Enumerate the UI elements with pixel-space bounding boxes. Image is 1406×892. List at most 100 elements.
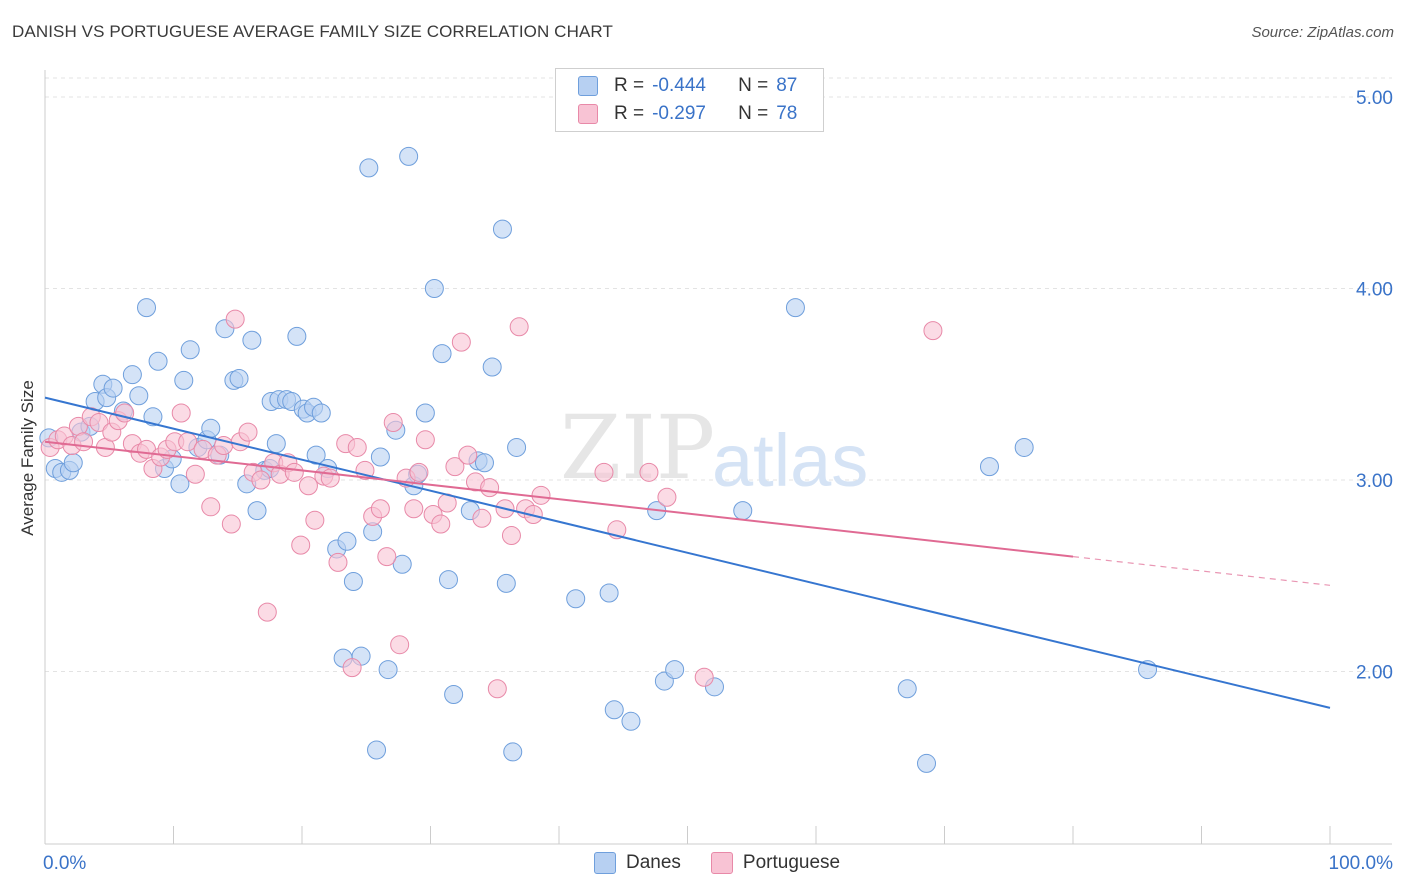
danes-point <box>399 146 419 166</box>
portuguese-point <box>238 422 258 442</box>
legend-item-portuguese: Portuguese <box>710 852 841 874</box>
portuguese-point <box>431 514 451 534</box>
portuguese-point <box>415 430 435 450</box>
danes-point <box>392 554 412 574</box>
legend-item-danes: Danes <box>594 852 681 874</box>
legend-row-danes: R = -0.444 N = 87 <box>578 72 797 100</box>
portuguese-points <box>40 309 943 699</box>
danes-point <box>785 298 805 318</box>
legend-r-label: R = <box>614 75 645 96</box>
danes-legend-label: Danes <box>626 852 681 873</box>
danes-point <box>242 330 262 350</box>
legend-r-label: R = <box>614 103 645 124</box>
portuguese-swatch <box>578 104 598 124</box>
portuguese-point <box>284 462 304 482</box>
portuguese-point <box>409 462 429 482</box>
portuguese-point <box>251 470 271 490</box>
danes-point <box>370 447 390 467</box>
legend-n-label: N = <box>738 75 769 96</box>
chart-title: DANISH VS PORTUGUESE AVERAGE FAMILY SIZE… <box>12 22 613 41</box>
portuguese-point <box>445 457 465 477</box>
danes-point <box>415 403 435 423</box>
legend-n-value: 78 <box>776 103 798 124</box>
portuguese-point <box>383 413 403 433</box>
y-tick-label: 2.00 <box>1356 663 1393 684</box>
portuguese-point <box>328 552 348 572</box>
legend-row-portuguese: R = -0.297 N = 78 <box>578 100 797 128</box>
portuguese-point <box>480 478 500 498</box>
legend-r-value: -0.297 <box>652 103 706 124</box>
watermark-zip: ZIP <box>560 396 715 499</box>
trend-lines <box>44 396 1331 709</box>
portuguese-point <box>370 499 390 519</box>
portuguese-legend-label: Portuguese <box>742 852 841 873</box>
portuguese-point <box>472 508 492 528</box>
danes-point <box>444 684 464 704</box>
portuguese-point <box>201 497 221 517</box>
danes-point <box>492 219 512 239</box>
portuguese-point <box>487 679 507 699</box>
legend-n-label: N = <box>738 103 769 124</box>
axes <box>44 70 1392 845</box>
portuguese-point <box>509 317 529 337</box>
danes-point <box>122 365 142 385</box>
legend-r-value: -0.444 <box>652 75 706 96</box>
source-label: Source: ZipAtlas.com <box>1251 24 1394 41</box>
portuguese-point <box>594 462 614 482</box>
danes-point <box>503 742 523 762</box>
series-legend: Danes Portuguese <box>594 852 870 874</box>
danes-point <box>201 418 221 438</box>
portuguese-point <box>342 658 362 678</box>
y-axis-label: Average Family Size <box>18 380 37 536</box>
x-tick-label: 100.0% <box>1329 853 1394 874</box>
portuguese-point <box>694 667 714 687</box>
danes-point <box>311 403 331 423</box>
danes-point <box>143 407 163 427</box>
danes-point <box>474 453 494 473</box>
portuguese-point <box>404 499 424 519</box>
portuguese-trend-extension <box>1072 556 1331 586</box>
danes-point <box>438 570 458 590</box>
danes-point <box>917 753 937 773</box>
danes-point <box>733 501 753 521</box>
danes-point <box>604 700 624 720</box>
danes-point <box>482 357 502 377</box>
danes-point <box>170 474 190 494</box>
danes-point <box>1014 437 1034 457</box>
portuguese-point <box>377 547 397 567</box>
portuguese-point <box>639 462 659 482</box>
portuguese-point <box>390 635 410 655</box>
danes-point <box>367 740 387 760</box>
danes-point <box>137 298 157 318</box>
portuguese-point <box>347 437 367 457</box>
danes-point <box>897 679 917 699</box>
portuguese-point <box>320 468 340 488</box>
legend-n-value: 87 <box>776 75 798 96</box>
danes-point <box>148 351 168 371</box>
portuguese-point <box>291 535 311 555</box>
danes-point <box>247 501 267 521</box>
danes-point <box>266 434 286 454</box>
danes-point <box>180 340 200 360</box>
portuguese-point <box>501 526 521 546</box>
portuguese-point <box>221 514 241 534</box>
x-tick-label: 0.0% <box>43 853 86 874</box>
danes-swatch <box>578 76 598 96</box>
tick-labels: 2.00 3.00 4.00 5.00 0.0% 100.0% <box>43 88 1393 874</box>
y-tick-label: 3.00 <box>1356 471 1393 492</box>
danes-point <box>507 437 527 457</box>
danes-point <box>424 279 444 298</box>
danes-point <box>979 457 999 477</box>
danes-point <box>343 571 363 591</box>
portuguese-trend-line <box>44 440 1074 558</box>
portuguese-point <box>531 485 551 505</box>
portuguese-legend-swatch <box>710 852 733 874</box>
watermark: ZIP atlas <box>560 396 868 502</box>
portuguese-point <box>305 510 325 530</box>
portuguese-point <box>458 445 478 465</box>
danes-point <box>599 583 619 603</box>
y-tick-label: 5.00 <box>1356 88 1393 109</box>
danes-point <box>378 660 398 680</box>
danes-point <box>63 453 83 473</box>
